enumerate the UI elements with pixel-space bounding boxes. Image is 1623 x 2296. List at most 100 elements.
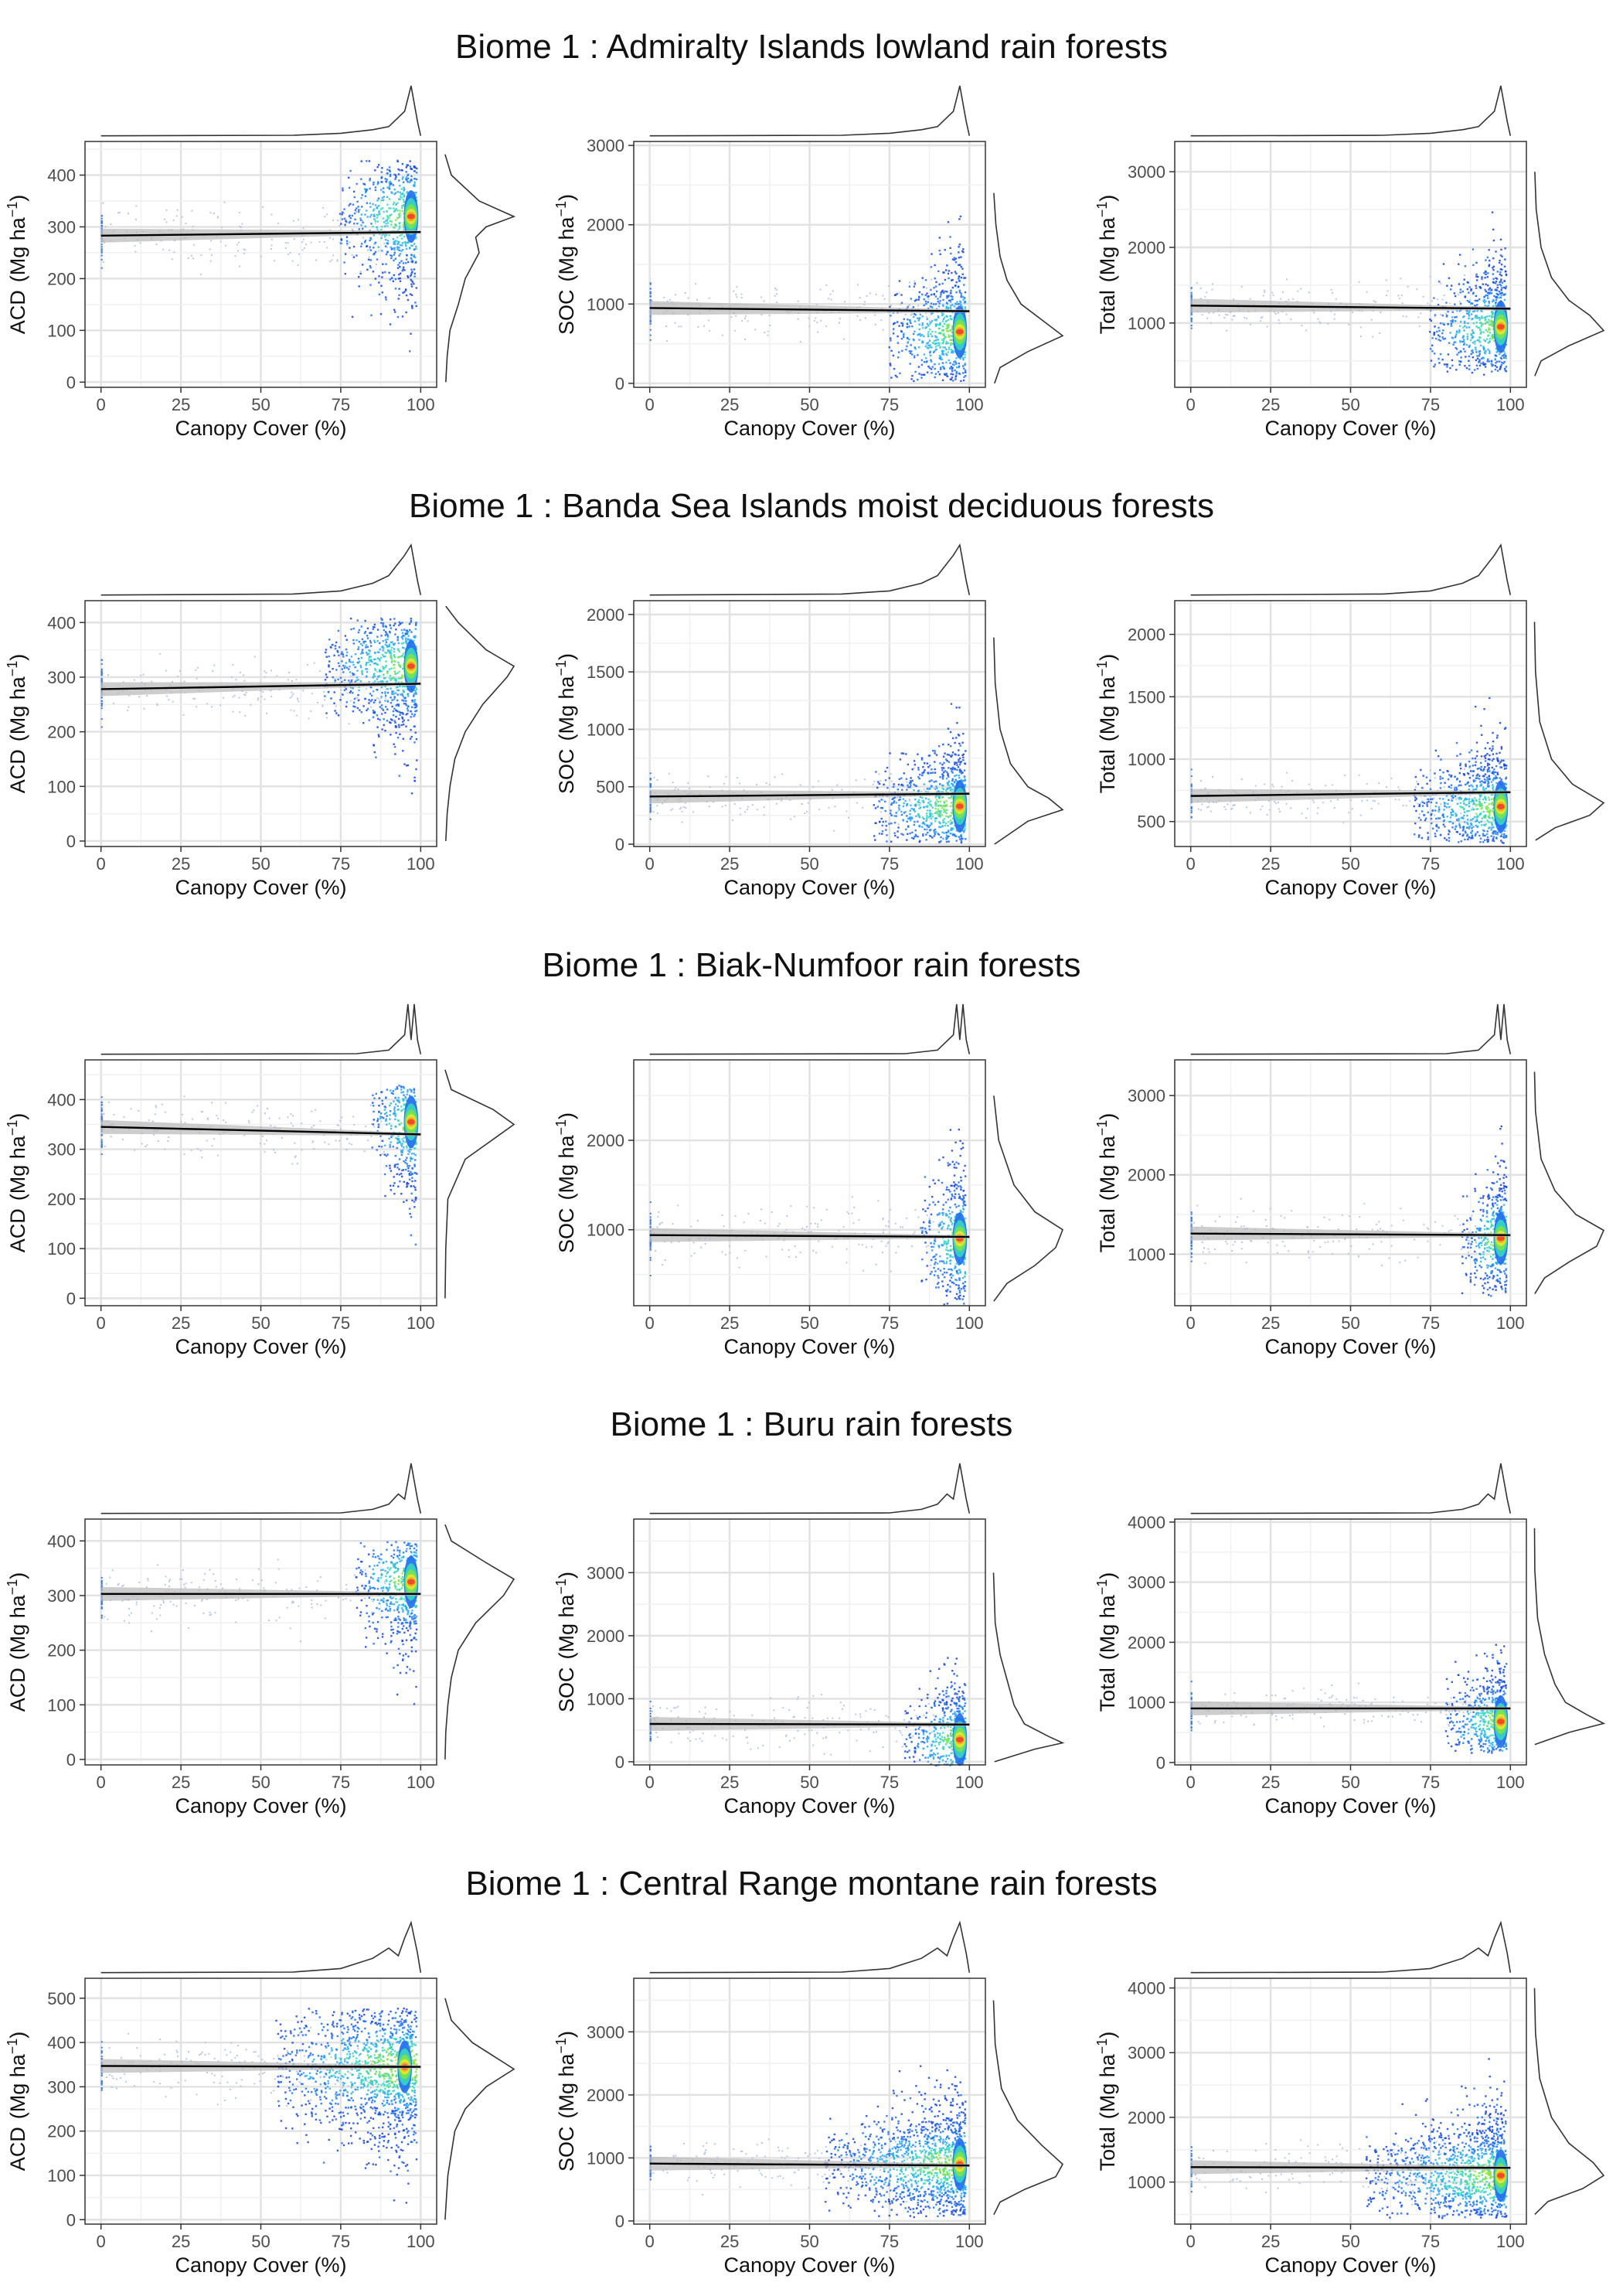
density-peak: [403, 1555, 419, 1609]
y-axis-label-unit: (Mg ha: [555, 216, 578, 282]
y-tick-label: 300: [47, 2077, 76, 2097]
x-axis-label: Canopy Cover (%): [1264, 1335, 1436, 1358]
y-axis: 0 1000 2000 3000 SOC (Mg ha−1): [553, 1563, 634, 1772]
y-axis-label-main: Total: [1096, 1208, 1119, 1252]
x-marginal-density: [100, 543, 422, 596]
y-axis-label-main: ACD: [6, 2127, 29, 2171]
y-axis-label-unit: (Mg ha: [1096, 216, 1119, 282]
y-axis-label-sup: −1: [553, 1579, 569, 1595]
y-tick-label: 100: [47, 777, 76, 796]
y-axis-label-main: SOC: [555, 749, 578, 795]
y-axis-label-sup: −1: [1094, 2039, 1110, 2055]
y-marginal-density: [1533, 1528, 1606, 1746]
y-tick-label: 0: [66, 1750, 76, 1770]
x-axis: 0 25 50 75 100 Canopy Cover (%): [645, 2224, 984, 2277]
x-tick-label: 75: [332, 395, 350, 414]
y-tick-label: 2000: [1128, 1633, 1165, 1652]
x-axis-label: Canopy Cover (%): [175, 417, 346, 440]
y-axis-label-unit: (Mg ha: [555, 1135, 578, 1201]
x-tick-label: 0: [97, 1773, 106, 1792]
y-tick-label: 1000: [1128, 2173, 1165, 2192]
y-axis-label-close: ): [6, 654, 29, 661]
y-tick-label: 4000: [1128, 1513, 1165, 1532]
y-tick-label: 2000: [587, 2086, 624, 2105]
x-tick-label: 0: [1186, 395, 1196, 414]
density-core: [1497, 803, 1505, 809]
x-axis: 0 25 50 75 100 Canopy Cover (%): [1186, 847, 1525, 899]
y-axis-label-unit: (Mg ha: [555, 1594, 578, 1660]
x-tick-label: 75: [1421, 1773, 1440, 1792]
y-tick-label: 0: [615, 835, 624, 854]
y-tick-label: 3000: [1128, 2043, 1165, 2063]
x-axis-label: Canopy Cover (%): [175, 2253, 346, 2277]
x-axis: 0 25 50 75 100 Canopy Cover (%): [1186, 387, 1525, 440]
y-axis-label-sup: −1: [1094, 1579, 1110, 1596]
y-axis-label-sup: −1: [5, 1120, 20, 1136]
x-axis-label: Canopy Cover (%): [1264, 417, 1436, 440]
y-axis: 0 1000 2000 3000 4000 Total (Mg ha−1): [1094, 1513, 1175, 1773]
x-axis: 0 25 50 75 100 Canopy Cover (%): [645, 387, 984, 440]
y-tick-label: 0: [615, 2212, 624, 2231]
x-marginal-density: [649, 85, 971, 137]
y-tick-label: 1500: [587, 663, 624, 682]
y-tick-label: 300: [47, 217, 76, 237]
y-marginal-density: [444, 1998, 515, 2220]
x-tick-label: 75: [880, 1313, 899, 1333]
x-marginal-density: [649, 1920, 971, 1974]
density-peak: [952, 1212, 968, 1266]
x-tick-label: 100: [407, 2232, 435, 2251]
density-peak: [1493, 780, 1509, 833]
x-marginal-density: [649, 1003, 971, 1055]
x-tick-label: 100: [955, 395, 984, 414]
panel-total: 0 25 50 75 100 Canopy Cover (%) 500 1000 1500 200…: [1094, 543, 1605, 899]
x-tick-label: 0: [97, 395, 106, 414]
y-tick-label: 3000: [1128, 1573, 1165, 1593]
y-tick-label: 1500: [1128, 687, 1165, 707]
x-tick-label: 75: [332, 2232, 350, 2251]
y-axis-label-main: Total: [1096, 749, 1119, 793]
x-axis: 0 25 50 75 100 Canopy Cover (%): [1186, 1306, 1525, 1358]
y-axis-label-unit: (Mg ha: [6, 1135, 29, 1201]
y-axis-label-close: ): [555, 653, 578, 660]
row-3: Biome 1 : Biak-Numfoor rain forests 0 25 50…: [5, 946, 1605, 1358]
y-axis-label: SOC (Mg ha−1): [553, 1112, 578, 1253]
y-axis-label-main: SOC: [555, 1208, 578, 1254]
x-axis-label: Canopy Cover (%): [723, 417, 895, 440]
y-axis-label-unit: (Mg ha: [1096, 1594, 1119, 1660]
x-marginal-density: [100, 1920, 422, 1974]
x-tick-label: 0: [1186, 1313, 1196, 1333]
y-axis: 1000 2000 3000 4000 Total (Mg ha−1): [1094, 1979, 1175, 2192]
y-axis-label: ACD (Mg ha−1): [5, 1113, 29, 1253]
x-tick-label: 100: [1496, 1313, 1525, 1333]
x-tick-label: 0: [645, 2232, 655, 2251]
panel-acd: 0 25 50 75 100 Canopy Cover (%) 0 100 200 300 400 5…: [5, 1920, 515, 2277]
y-axis-label-sup: −1: [553, 660, 569, 676]
x-tick-label: 50: [1341, 1773, 1359, 1792]
x-axis: 0 25 50 75 100 Canopy Cover (%): [645, 1306, 984, 1358]
x-marginal-density: [649, 1463, 971, 1514]
x-axis-label: Canopy Cover (%): [175, 1794, 346, 1817]
x-tick-label: 100: [1496, 2232, 1525, 2251]
y-tick-label: 2000: [1128, 2108, 1165, 2127]
y-axis-label-sup: −1: [5, 2039, 20, 2055]
y-tick-label: 400: [47, 1090, 76, 1109]
y-axis-label-main: ACD: [6, 290, 29, 334]
confidence-band: [649, 789, 970, 804]
y-tick-label: 400: [47, 2033, 76, 2052]
y-axis-label-main: ACD: [6, 1208, 29, 1252]
x-tick-label: 0: [97, 2232, 106, 2251]
y-axis-label: ACD (Mg ha−1): [5, 1572, 29, 1712]
y-tick-label: 1000: [1128, 1693, 1165, 1712]
x-axis: 0 25 50 75 100 Canopy Cover (%): [97, 2224, 435, 2277]
panel-acd: 0 25 50 75 100 Canopy Cover (%) 0 100 200 300 400 A…: [5, 85, 516, 440]
density-core: [1497, 1235, 1505, 1242]
density-peak: [1493, 300, 1509, 353]
x-marginal-density: [100, 1003, 422, 1055]
y-axis-label-sup: −1: [1094, 661, 1110, 677]
density-peak: [1493, 2149, 1509, 2202]
density-peak: [952, 779, 968, 833]
y-tick-label: 0: [66, 832, 76, 851]
x-tick-label: 25: [1261, 1773, 1280, 1792]
y-tick-label: 1000: [1128, 750, 1165, 769]
panel-acd: 0 25 50 75 100 Canopy Cover (%) 0 100 200 300 400 A…: [5, 1003, 515, 1358]
